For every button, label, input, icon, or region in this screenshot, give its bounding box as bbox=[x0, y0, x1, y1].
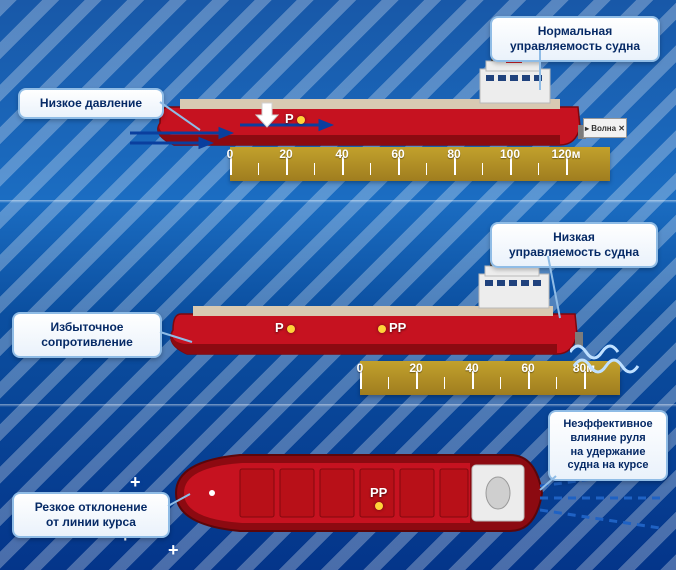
diagram-canvas: 020406080100120м bbox=[0, 0, 676, 570]
panel-course-deviation: PP + + + + Резкое отклонение от линии ку… bbox=[0, 406, 676, 570]
deviation-cross-icon: + bbox=[168, 540, 179, 561]
ship-top-svg bbox=[170, 445, 550, 541]
callout-low-maneuver: Низкая управляемость судна bbox=[490, 222, 658, 268]
ship-side-view-2: P PP bbox=[165, 260, 585, 367]
pivot-pp-label-3: PP bbox=[370, 485, 387, 510]
ship-svg-1 bbox=[150, 55, 590, 153]
ship-side-view-1: P bbox=[150, 55, 590, 158]
ship-svg-2 bbox=[165, 260, 585, 362]
callout-sharp-deviation: Резкое отклонение от линии курса bbox=[12, 492, 170, 538]
callout-normal-maneuver: Нормальная управляемость судна bbox=[490, 16, 660, 62]
pivot-p-label-1: P bbox=[285, 111, 308, 126]
callout-excess-resistance: Избыточное сопротивление bbox=[12, 312, 162, 358]
pivot-dot-icon bbox=[287, 325, 295, 333]
callout-ineffective-rudder: Неэффективное влияние руля на удержание … bbox=[548, 410, 668, 481]
pivot-dot-icon bbox=[378, 325, 386, 333]
pivot-dot-icon bbox=[375, 502, 383, 510]
deviation-cross-icon: + bbox=[130, 472, 141, 493]
bollard-marker: ▸ Волна ✕ bbox=[583, 118, 627, 138]
panel-low-maneuver: 020406080м P bbox=[0, 202, 676, 402]
pivot-dot-icon bbox=[297, 116, 305, 124]
turbulent-wake-icon bbox=[570, 332, 670, 382]
ship-top-view: PP bbox=[170, 445, 550, 546]
callout-low-pressure: Низкое давление bbox=[18, 88, 164, 119]
pivot-p-label-2: P bbox=[275, 320, 298, 335]
pivot-pp-label-2: PP bbox=[375, 320, 406, 335]
panel-normal-maneuver: 020406080100120м bbox=[0, 0, 676, 200]
